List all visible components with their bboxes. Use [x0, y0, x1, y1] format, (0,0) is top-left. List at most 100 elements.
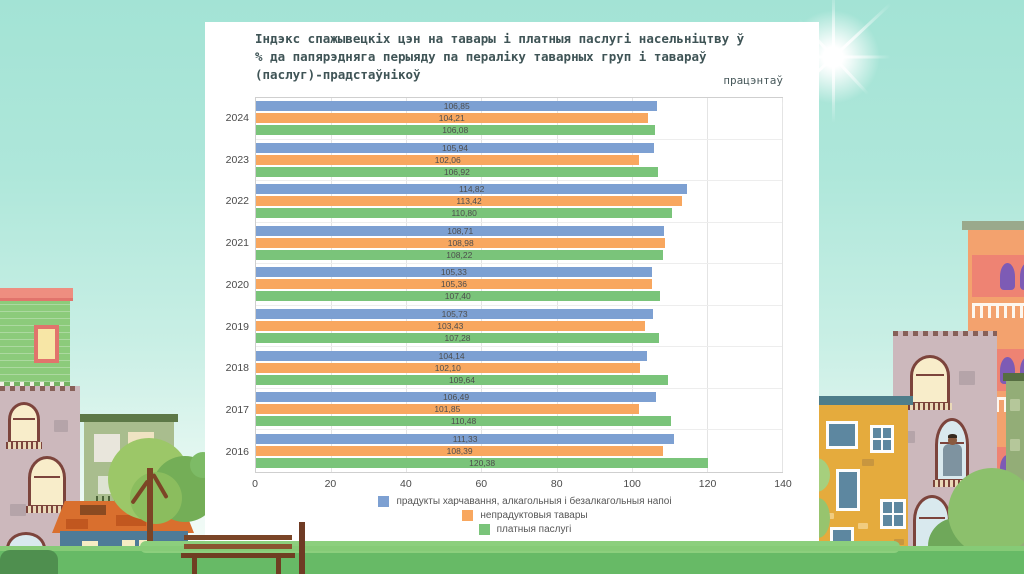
bar: 107,40 [256, 291, 660, 302]
window [826, 421, 858, 449]
window [836, 469, 860, 511]
gridline [782, 98, 783, 472]
legend-label: платныя паслугі [496, 524, 572, 535]
tree-crown [948, 468, 1024, 556]
building-left-green-brick [0, 288, 73, 389]
bar-group: 104,14 102,10 109,64 [256, 347, 782, 389]
wall-patch [959, 371, 975, 385]
brick [116, 515, 146, 526]
roof-trim [0, 298, 73, 301]
bar-value-label: 102,06 [434, 154, 461, 165]
x-tick-label: 80 [550, 478, 563, 490]
bar-value-label: 120,38 [469, 458, 496, 469]
purple-window [1020, 357, 1024, 384]
person-body [943, 444, 962, 476]
bar-value-label: 111,33 [452, 434, 478, 445]
bar: 106,49 [256, 392, 657, 403]
window [34, 325, 59, 363]
bar-value-label: 108,22 [446, 249, 473, 260]
brick [66, 519, 88, 529]
arched-window [908, 355, 952, 410]
bar: 101,85 [256, 404, 639, 415]
grass-strip [0, 541, 1024, 574]
tree-trunk [147, 468, 153, 574]
bar: 114,82 [256, 184, 688, 195]
wall-patch [54, 420, 68, 432]
arched-window-with-person [933, 418, 971, 487]
bush [0, 550, 58, 574]
bar-value-label: 104,14 [438, 350, 465, 361]
bar: 111,33 [256, 434, 675, 445]
bar: 108,98 [256, 237, 666, 248]
bar: 110,48 [256, 416, 672, 427]
bar-group: 105,33 105,36 107,40 [256, 264, 782, 306]
bar-value-label: 101,85 [434, 404, 461, 415]
bar: 108,71 [256, 225, 665, 236]
window-four-pane [870, 425, 894, 453]
legend-label: прадукты харчавання, алкагольныя і безал… [396, 496, 672, 507]
chart-title: Індэкс спажывецкіх цэн на тавары і платн… [255, 31, 745, 82]
bar: 106,85 [256, 101, 658, 112]
brick-patch [858, 523, 868, 529]
purple-window [1020, 263, 1024, 290]
bar-value-label: 114,82 [459, 184, 485, 195]
bar-value-label: 106,08 [442, 125, 469, 136]
x-tick-label: 140 [774, 478, 792, 490]
bar-value-label: 109,64 [448, 374, 475, 385]
wall-patch [1010, 399, 1020, 411]
bar-value-label: 110,80 [451, 208, 477, 219]
bar: 105,36 [256, 279, 652, 290]
bar: 109,64 [256, 374, 668, 385]
bar-value-label: 105,36 [440, 279, 467, 290]
bar-value-label: 105,94 [442, 142, 469, 153]
sun-sparkle-icon [773, 0, 893, 123]
legend-item: непрадуктовыя тавары [462, 510, 588, 521]
bench-slat [184, 544, 292, 549]
bar-value-label: 106,85 [443, 101, 470, 112]
bar-group: 106,85 104,21 106,08 [256, 98, 782, 140]
bar-value-label: 102,10 [434, 362, 461, 373]
bar-group: 108,71 108,98 108,22 [256, 223, 782, 265]
bar-value-label: 108,71 [447, 225, 474, 236]
x-tick-label: 40 [400, 478, 412, 490]
x-tick-label: 120 [698, 478, 717, 490]
bar-value-label: 108,39 [446, 446, 473, 457]
bar: 108,39 [256, 446, 664, 457]
bar: 105,73 [256, 309, 654, 319]
plot-area: 106,85 104,21 106,08 105,94 102,06 106,92 114,… [255, 97, 783, 473]
year-label: 2018 [225, 362, 249, 375]
cornice [813, 396, 913, 405]
bar-value-label: 104,21 [438, 113, 465, 124]
year-label: 2017 [225, 404, 249, 417]
chart-panel: Індэкс спажывецкіх цэн на тавары і платн… [205, 22, 819, 553]
lamp-post [299, 522, 305, 574]
y-axis-labels: 2024 2023 2022 2021 2020 2019 2018 2017 2016 [205, 97, 249, 473]
park-bench [181, 531, 295, 574]
cornice [962, 221, 1024, 230]
bar: 102,06 [256, 154, 640, 165]
cornice [1003, 373, 1024, 381]
legend-item: платныя паслугі [478, 524, 572, 535]
person-head [948, 435, 957, 445]
bar-value-label: 108,98 [447, 237, 474, 248]
bar: 104,21 [256, 113, 648, 124]
bar: 102,10 [256, 362, 640, 373]
roof [0, 288, 73, 298]
bar: 103,43 [256, 321, 645, 331]
bar-group: 111,33 108,39 120,38 [256, 430, 782, 472]
bar-value-label: 106,92 [443, 166, 470, 177]
bar-value-label: 105,73 [441, 309, 468, 319]
bench-leg [276, 553, 281, 574]
year-label: 2024 [225, 111, 249, 124]
legend-swatch [478, 524, 490, 535]
year-label: 2023 [225, 153, 249, 166]
bar: 105,33 [256, 267, 652, 278]
facade-band [0, 382, 70, 389]
bar: 105,94 [256, 142, 655, 153]
bar-group: 105,94 102,06 106,92 [256, 140, 782, 182]
bar: 120,38 [256, 458, 709, 469]
x-tick-label: 60 [475, 478, 488, 490]
legend-label: непрадуктовыя тавары [480, 510, 588, 521]
brick-patch [894, 539, 904, 545]
